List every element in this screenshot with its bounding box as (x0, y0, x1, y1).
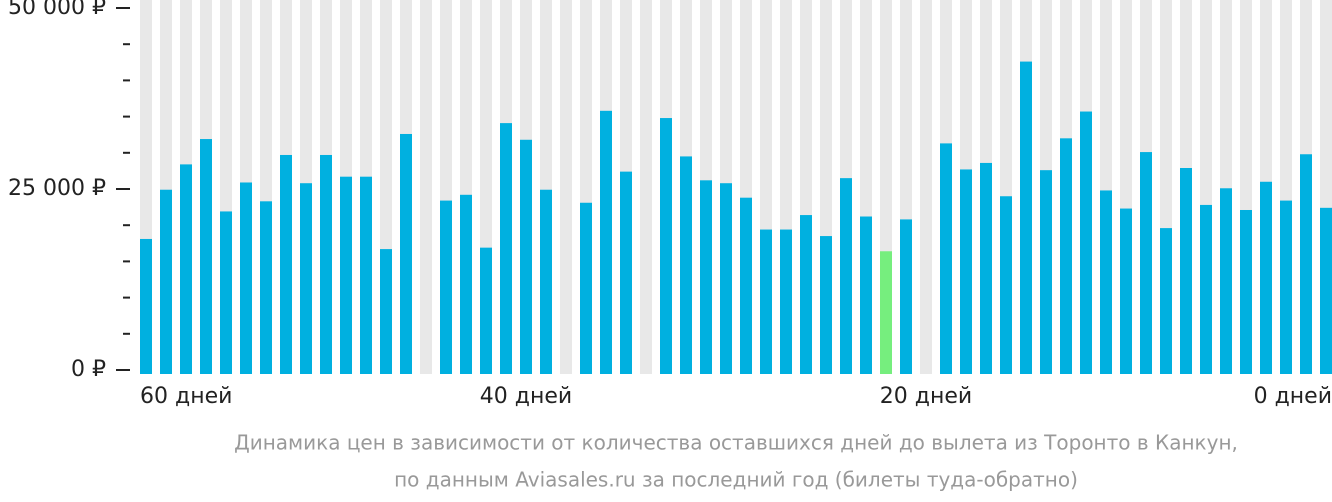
bar (240, 182, 252, 374)
bar (1320, 207, 1332, 374)
bar (620, 171, 632, 374)
bar (1180, 168, 1192, 374)
bar (1280, 200, 1292, 374)
bar (880, 251, 892, 374)
bar (680, 156, 692, 374)
caption: по данным Aviasales.ru за последний год … (394, 468, 1078, 492)
caption: Динамика цен в зависимости от количества… (234, 431, 1238, 455)
column-background (640, 0, 652, 374)
bar (1120, 208, 1132, 374)
bar (160, 189, 172, 374)
bar (440, 200, 452, 374)
bar (220, 211, 232, 374)
bar (380, 249, 392, 374)
bar (1140, 152, 1152, 374)
x-tick-label: 60 дней (140, 384, 232, 409)
x-tick-label: 40 дней (480, 384, 572, 409)
bar (1160, 228, 1172, 374)
bar (1040, 170, 1052, 374)
bar (180, 164, 192, 374)
bar (1060, 138, 1072, 374)
bar (300, 183, 312, 374)
bar (740, 197, 752, 374)
bar (1260, 181, 1272, 374)
y-tick-label: 25 000 ₽ (8, 176, 106, 201)
bar (820, 236, 832, 374)
bar (460, 194, 472, 374)
bar (520, 139, 532, 374)
bar (800, 215, 812, 374)
bar (320, 154, 332, 374)
y-tick-label: 50 000 ₽ (8, 0, 106, 20)
bar (360, 176, 372, 374)
bar (1080, 111, 1092, 375)
bar (760, 229, 772, 374)
bar (580, 202, 592, 374)
bar (500, 123, 512, 374)
column-background (420, 0, 432, 374)
bar (940, 143, 952, 374)
bar (960, 169, 972, 374)
bar (900, 219, 912, 374)
bar (1240, 209, 1252, 374)
bar (720, 183, 732, 374)
bar (480, 247, 492, 374)
bar (200, 139, 212, 374)
bar (280, 154, 292, 374)
x-tick-label: 20 дней (880, 384, 972, 409)
bar (1020, 61, 1032, 375)
bar (260, 201, 272, 374)
bar (1300, 154, 1312, 374)
bar (780, 229, 792, 374)
bar (1200, 204, 1212, 374)
bar (1220, 188, 1232, 374)
bar (860, 216, 872, 374)
bar (400, 133, 412, 374)
bar (700, 180, 712, 374)
column-background (560, 0, 572, 374)
bar (1100, 190, 1112, 374)
column-background (920, 0, 932, 374)
bar (840, 178, 852, 374)
bar (980, 162, 992, 374)
bar (140, 238, 152, 374)
bar (600, 110, 612, 375)
bar (660, 118, 672, 374)
bar (540, 189, 552, 374)
bar (1000, 196, 1012, 374)
x-tick-label: 0 дней (1254, 384, 1332, 409)
bar (340, 176, 352, 374)
y-tick-label: 0 ₽ (71, 357, 106, 382)
